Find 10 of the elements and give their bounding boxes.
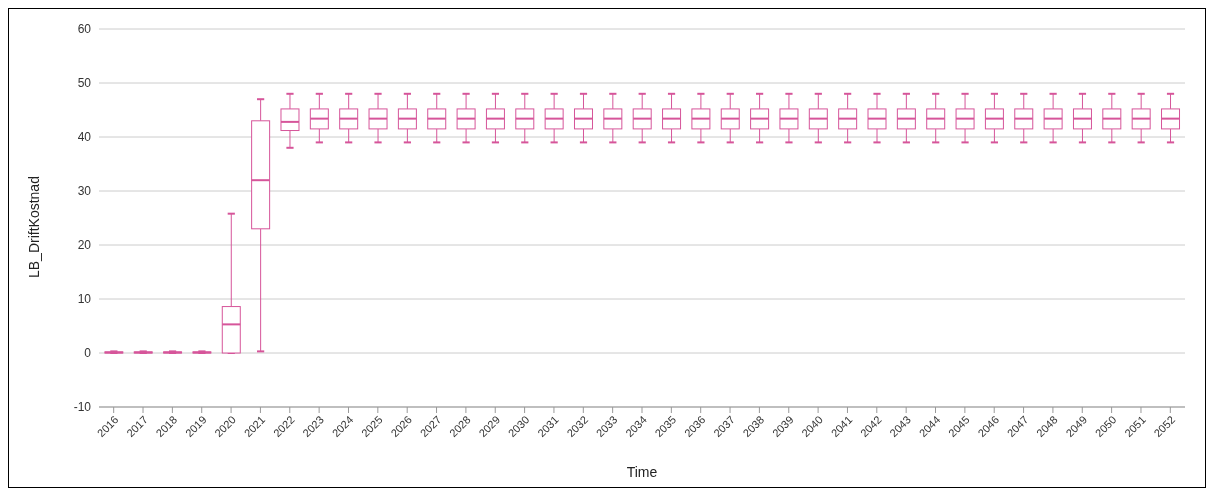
x-axis-title: Time (626, 464, 658, 480)
y-tick-label: 50 (77, 76, 92, 91)
y-tick-label: -10 (73, 400, 92, 415)
y-tick-label: 20 (77, 238, 92, 253)
y-tick-label: 40 (77, 130, 92, 145)
y-axis-title: LB_DriftKostnad (25, 176, 42, 278)
y-tick-label: 0 (84, 346, 92, 361)
y-tick-label: 60 (77, 22, 92, 37)
y-tick-label: 10 (77, 292, 92, 307)
y-tick-label: 30 (77, 184, 92, 199)
